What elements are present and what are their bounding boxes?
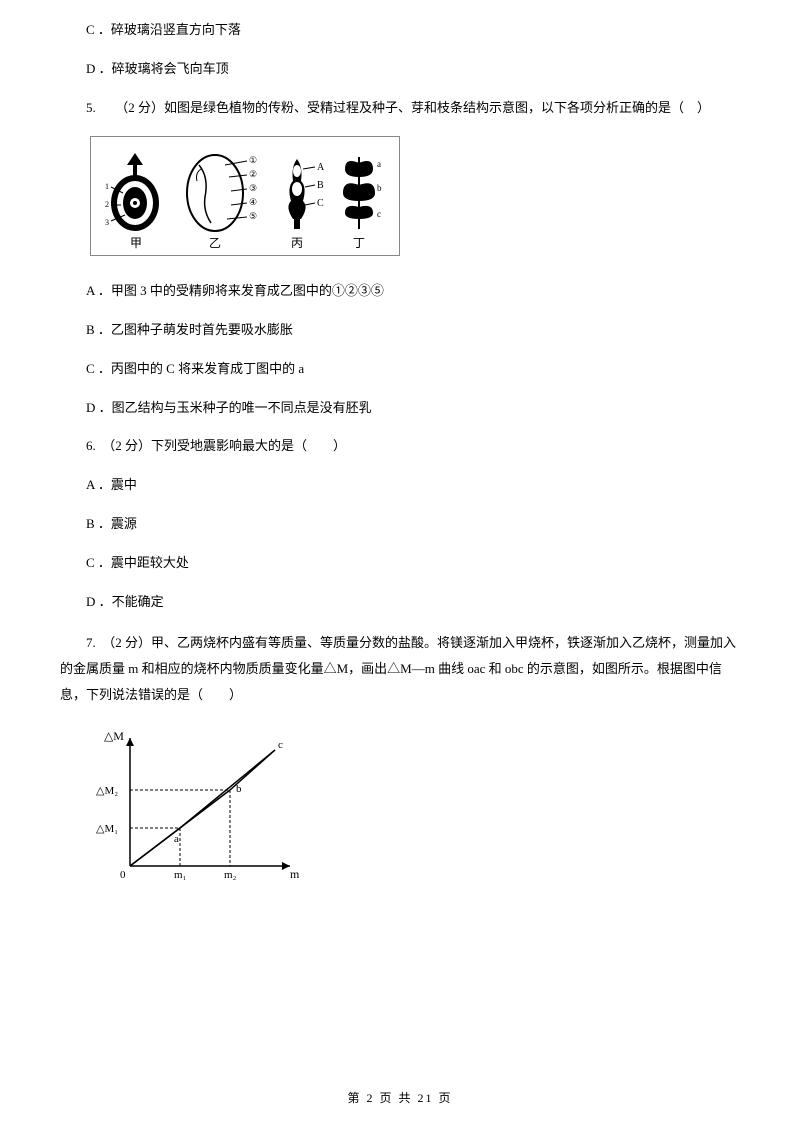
delta-m-graph-svg: △M m 0 △M₂ △M₁ m₁ m₂ a b c bbox=[90, 726, 310, 886]
origin-label: 0 bbox=[120, 869, 126, 881]
q5-figure: 1 2 3 甲 ① ② ③ ④ ⑤ bbox=[90, 136, 740, 263]
q5-option-b: B ．乙图种子萌发时首先要吸水膨胀 bbox=[60, 320, 740, 341]
ovary-label-1: 1 bbox=[105, 182, 109, 191]
x-axis-label: m bbox=[290, 867, 300, 881]
bud-label-b: B bbox=[317, 180, 324, 191]
q6-option-d: D ．不能确定 bbox=[60, 592, 740, 613]
bud-label-a: A bbox=[317, 162, 325, 173]
x-tick-m2: m₂ bbox=[224, 869, 237, 881]
seed-label-3: ③ bbox=[249, 183, 257, 193]
q7-figure: △M m 0 △M₂ △M₁ m₁ m₂ a b c bbox=[90, 726, 740, 886]
ovary-label-3: 3 bbox=[105, 218, 109, 227]
point-c: c bbox=[278, 739, 283, 751]
branch-label-b: b bbox=[377, 183, 382, 193]
q5-option-a: A ．甲图 3 中的受精卵将来发育成乙图中的①②③⑤ bbox=[60, 281, 740, 302]
q5-option-d: D ．图乙结构与玉米种子的唯一不同点是没有胚乳 bbox=[60, 398, 740, 419]
q6-option-b: B ．震源 bbox=[60, 514, 740, 535]
q6-option-c: C ．震中距较大处 bbox=[60, 553, 740, 574]
y-tick-m1: △M₁ bbox=[96, 823, 118, 835]
fig-label-ding: 丁 bbox=[353, 236, 365, 250]
branch-label-c: c bbox=[377, 209, 381, 219]
bud-label-c: C bbox=[317, 198, 324, 209]
q7-stem: 7. （2 分）甲、乙两烧杯内盛有等质量、等质量分数的盐酸。将镁逐渐加入甲烧杯，… bbox=[60, 630, 740, 708]
fig-label-jia: 甲 bbox=[130, 236, 142, 250]
fig-label-bing: 丙 bbox=[291, 236, 303, 250]
point-a: a bbox=[174, 833, 179, 845]
page-number: 第 2 页 共 21 页 bbox=[0, 1089, 800, 1108]
x-tick-m1: m₁ bbox=[174, 869, 187, 881]
seed-label-4: ④ bbox=[249, 197, 257, 207]
y-tick-m2: △M₂ bbox=[96, 785, 118, 797]
fig-label-yi: 乙 bbox=[209, 236, 221, 250]
y-axis-label: △M bbox=[104, 729, 124, 743]
branch-label-a: a bbox=[377, 159, 381, 169]
seed-label-1: ① bbox=[249, 155, 257, 165]
seed-label-2: ② bbox=[249, 169, 257, 179]
seed-label-5: ⑤ bbox=[249, 211, 257, 221]
ovary-label-2: 2 bbox=[105, 200, 109, 209]
q5-stem: 5. （2 分）如图是绿色植物的传粉、受精过程及种子、芽和枝条结构示意图，以下各… bbox=[60, 98, 740, 119]
q4-option-d: D ．碎玻璃将会飞向车顶 bbox=[60, 59, 740, 80]
q6-option-a: A ．震中 bbox=[60, 475, 740, 496]
q6-stem: 6. （2 分）下列受地震影响最大的是（ ） bbox=[60, 436, 740, 457]
point-b: b bbox=[236, 783, 242, 795]
q4-option-c: C ．碎玻璃沿竖直方向下落 bbox=[60, 20, 740, 41]
plant-diagram-svg: 1 2 3 甲 ① ② ③ ④ ⑤ bbox=[95, 141, 395, 251]
q5-option-c: C ．丙图中的 C 将来发育成丁图中的 a bbox=[60, 359, 740, 380]
